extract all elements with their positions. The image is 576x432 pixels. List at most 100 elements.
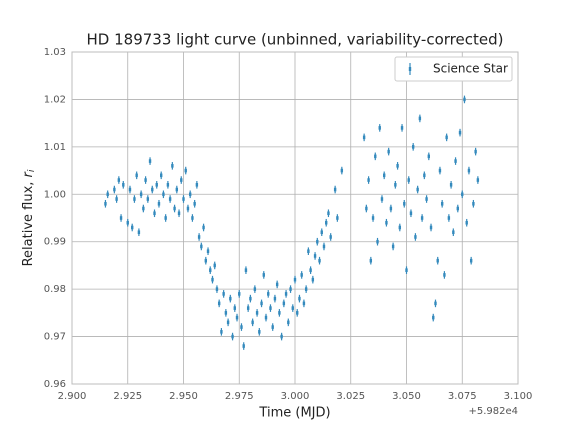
data-point bbox=[260, 301, 263, 306]
data-point bbox=[454, 159, 457, 163]
data-point bbox=[160, 173, 163, 178]
data-point bbox=[434, 301, 437, 306]
data-point bbox=[304, 287, 308, 291]
data-point bbox=[200, 244, 203, 249]
x-tick-label: 3.075 bbox=[448, 391, 477, 402]
data-point bbox=[180, 178, 183, 182]
data-point bbox=[429, 225, 433, 230]
data-point bbox=[171, 164, 174, 168]
data-point bbox=[115, 197, 118, 201]
data-point bbox=[224, 311, 228, 315]
data-point bbox=[380, 197, 384, 201]
x-tick-label: 3.050 bbox=[392, 391, 421, 402]
data-point bbox=[398, 225, 402, 230]
data-point bbox=[177, 211, 181, 216]
data-point bbox=[217, 301, 221, 306]
data-point bbox=[280, 334, 283, 339]
data-point bbox=[467, 168, 471, 173]
data-point bbox=[378, 126, 381, 130]
data-point bbox=[204, 258, 207, 263]
data-point bbox=[289, 287, 292, 291]
data-point bbox=[137, 230, 141, 235]
data-point bbox=[333, 187, 337, 192]
data-point bbox=[264, 315, 268, 320]
data-point bbox=[307, 249, 310, 253]
x-offset-label: +5.982e4 bbox=[468, 406, 518, 417]
data-point bbox=[420, 216, 424, 220]
data-point bbox=[389, 206, 393, 211]
data-point bbox=[195, 183, 199, 187]
data-point bbox=[157, 201, 161, 206]
data-point bbox=[449, 183, 453, 187]
data-point bbox=[313, 254, 317, 258]
data-point bbox=[153, 211, 156, 216]
data-point bbox=[173, 206, 176, 211]
data-point bbox=[253, 287, 257, 291]
data-point bbox=[273, 296, 277, 301]
data-point bbox=[242, 344, 245, 348]
data-point bbox=[267, 292, 270, 296]
data-point bbox=[222, 292, 225, 296]
data-point bbox=[387, 149, 390, 154]
data-point bbox=[126, 220, 129, 225]
data-point bbox=[298, 296, 301, 301]
legend-box bbox=[394, 56, 513, 82]
x-tick-label: 2.975 bbox=[225, 391, 254, 402]
data-point bbox=[155, 183, 158, 187]
data-point bbox=[403, 201, 406, 206]
data-point bbox=[432, 315, 435, 320]
data-point bbox=[117, 178, 121, 182]
data-point bbox=[240, 325, 243, 329]
data-point bbox=[191, 216, 194, 220]
data-point bbox=[418, 116, 422, 121]
data-point bbox=[461, 192, 464, 197]
data-point bbox=[474, 149, 477, 154]
data-point bbox=[476, 178, 480, 182]
x-tick-label: 2.950 bbox=[169, 391, 198, 402]
data-point bbox=[472, 201, 475, 206]
y-label-text: Relative flux, bbox=[21, 177, 36, 266]
data-point bbox=[133, 197, 136, 201]
data-point bbox=[184, 168, 187, 173]
legend-marker bbox=[408, 67, 412, 71]
data-point bbox=[293, 277, 297, 282]
data-point bbox=[209, 268, 212, 272]
data-point bbox=[284, 292, 288, 296]
data-point bbox=[362, 135, 366, 140]
data-point bbox=[151, 187, 154, 192]
data-point bbox=[443, 273, 446, 277]
data-point bbox=[148, 159, 152, 163]
x-tick-label: 3.100 bbox=[504, 391, 533, 402]
data-point bbox=[139, 192, 143, 197]
data-point bbox=[374, 154, 377, 159]
data-point bbox=[367, 178, 370, 182]
data-point bbox=[246, 306, 250, 310]
data-point bbox=[186, 206, 190, 211]
data-point bbox=[463, 97, 466, 102]
data-point bbox=[233, 306, 236, 310]
data-point bbox=[465, 220, 468, 225]
data-point bbox=[369, 258, 373, 263]
data-point bbox=[371, 216, 375, 220]
data-point bbox=[182, 197, 185, 201]
data-point bbox=[385, 220, 388, 225]
data-point bbox=[131, 225, 134, 230]
x-tick-label: 2.900 bbox=[58, 391, 87, 402]
data-point bbox=[164, 216, 167, 220]
data-point bbox=[318, 258, 321, 263]
data-point bbox=[329, 235, 332, 239]
data-point bbox=[336, 216, 339, 220]
data-point bbox=[407, 178, 410, 182]
y-tick-label: 0.98 bbox=[44, 284, 66, 295]
data-point bbox=[206, 249, 210, 253]
x-tick-label: 3.025 bbox=[336, 391, 365, 402]
data-point bbox=[215, 287, 219, 291]
y-axis-label: Relative flux, ri bbox=[21, 169, 37, 266]
data-point bbox=[213, 263, 216, 268]
data-point bbox=[316, 239, 319, 244]
data-point bbox=[128, 187, 132, 192]
data-point bbox=[436, 258, 439, 263]
data-point bbox=[258, 330, 261, 334]
data-point bbox=[142, 206, 145, 211]
data-point bbox=[291, 306, 294, 310]
